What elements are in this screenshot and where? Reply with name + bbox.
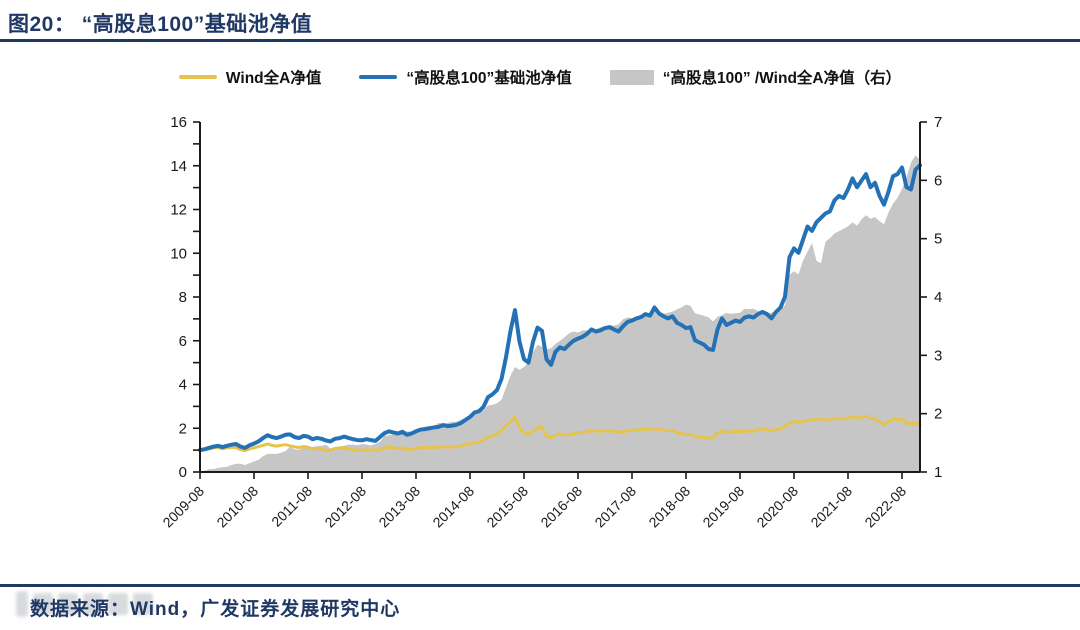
svg-text:5: 5 xyxy=(934,231,942,248)
svg-text:2010-08: 2010-08 xyxy=(213,483,261,531)
svg-text:2016-08: 2016-08 xyxy=(537,483,585,531)
title-divider xyxy=(0,39,1080,42)
gray-area-swatch xyxy=(609,69,654,85)
legend-label: “高股息100” /Wind全A净值（右） xyxy=(662,70,902,87)
svg-text:2022-08: 2022-08 xyxy=(861,483,909,531)
legend-label: Wind全A净值 xyxy=(225,70,322,87)
svg-text:2020-08: 2020-08 xyxy=(753,483,801,531)
svg-text:1: 1 xyxy=(934,464,942,481)
chart-legend: Wind全A净值 “高股息100”基础池净值 “高股息100” /Wind全A净… xyxy=(0,66,1080,88)
footer-divider xyxy=(0,584,1080,587)
svg-text:8: 8 xyxy=(179,289,187,306)
svg-text:12: 12 xyxy=(170,202,187,219)
svg-text:3: 3 xyxy=(934,347,942,364)
svg-text:2017-08: 2017-08 xyxy=(591,483,639,531)
svg-text:0: 0 xyxy=(179,464,187,481)
data-source: 数据来源：Wind，广发证券发展研究中心 xyxy=(30,599,401,620)
blue-line-swatch xyxy=(359,75,398,79)
svg-text:14: 14 xyxy=(170,158,187,175)
svg-text:2012-08: 2012-08 xyxy=(321,483,369,531)
yellow-line-swatch xyxy=(178,75,217,79)
svg-text:4: 4 xyxy=(934,289,942,306)
svg-text:2013-08: 2013-08 xyxy=(375,483,423,531)
svg-text:6: 6 xyxy=(179,333,187,350)
legend-item-ratio: “高股息100” /Wind全A净值（右） xyxy=(609,66,902,88)
svg-text:4: 4 xyxy=(179,377,187,394)
svg-text:2011-08: 2011-08 xyxy=(268,483,315,530)
legend-item-high-dividend: “高股息100”基础池净值 xyxy=(359,66,572,88)
svg-text:2019-08: 2019-08 xyxy=(699,483,747,531)
figure-title: 图20： “高股息100”基础池净值 xyxy=(8,13,313,36)
watermark-blur xyxy=(16,591,153,617)
svg-text:2021-08: 2021-08 xyxy=(807,483,855,531)
svg-text:2: 2 xyxy=(179,420,187,437)
svg-text:16: 16 xyxy=(170,114,187,131)
svg-text:2009-08: 2009-08 xyxy=(159,483,207,531)
svg-text:2014-08: 2014-08 xyxy=(429,483,477,531)
svg-text:2015-08: 2015-08 xyxy=(483,483,531,531)
svg-text:2: 2 xyxy=(934,406,942,423)
legend-label: “高股息100”基础池净值 xyxy=(406,70,572,87)
netvalue-chart: 0 2 4 6 8 10 12 14 16 1 2 3 4 5 6 7 2009-08 2010-08 2011-0… xyxy=(0,100,1080,570)
svg-text:10: 10 xyxy=(170,245,187,262)
svg-text:6: 6 xyxy=(934,172,942,189)
legend-item-wind-a: Wind全A净值 xyxy=(178,66,322,88)
svg-text:2018-08: 2018-08 xyxy=(645,483,693,531)
svg-text:7: 7 xyxy=(934,114,942,131)
